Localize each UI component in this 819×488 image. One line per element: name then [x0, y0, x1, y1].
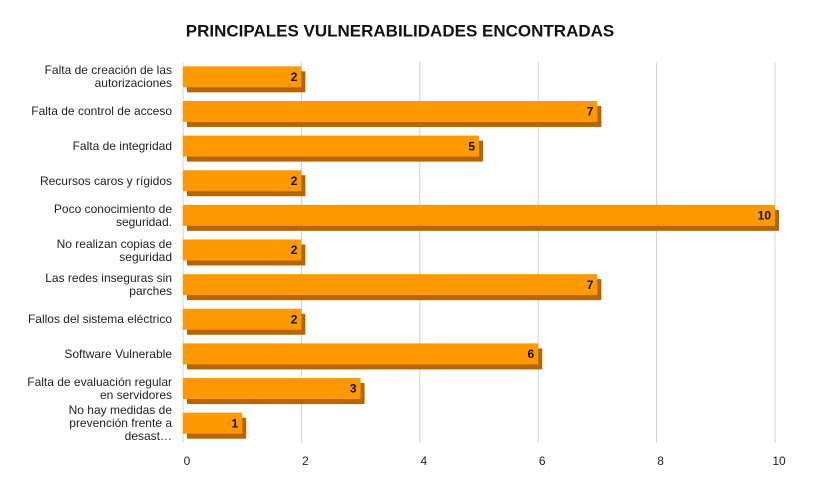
y-tick-label: No realizan copias de seguridad — [56, 236, 172, 264]
bar — [183, 66, 302, 88]
bar — [183, 100, 598, 122]
y-tick-label: Recursos caros y rígidos — [39, 173, 172, 188]
chart-title: PRINCIPALES VULNERABILIDADES ENCONTRADAS — [186, 21, 615, 40]
y-tick-label: Fallos del sistema eléctrico — [27, 312, 172, 327]
data-label: 2 — [291, 174, 298, 188]
x-tick-label: 6 — [539, 454, 546, 468]
y-tick-label: Falta de integridad — [72, 139, 172, 154]
x-tick-label: 4 — [420, 454, 427, 468]
y-tick-label: Falta de evaluación regular en servidore… — [27, 375, 172, 403]
data-label: 6 — [528, 347, 535, 361]
data-label: 2 — [291, 243, 298, 257]
data-label: 5 — [468, 139, 475, 153]
bar — [183, 343, 539, 365]
x-tick-label: 2 — [302, 454, 309, 468]
data-label: 10 — [758, 209, 772, 223]
data-label: 3 — [350, 382, 357, 396]
y-tick-label: Poco conocimiento de seguridad. — [53, 201, 172, 229]
bar — [183, 135, 479, 157]
bar — [183, 308, 302, 330]
data-label: 2 — [291, 70, 298, 84]
bar — [183, 170, 302, 192]
x-tick-label: 8 — [657, 454, 664, 468]
y-tick-label: Falta de creación de las autorizaciones — [44, 63, 172, 91]
data-label: 7 — [587, 105, 594, 119]
bar — [183, 204, 775, 226]
bar — [183, 274, 598, 296]
x-tick-label: 0 — [184, 454, 191, 468]
y-tick-label: Las redes inseguras sin parches — [45, 271, 172, 299]
bar — [183, 239, 302, 261]
data-label: 7 — [587, 278, 594, 292]
data-label: 2 — [291, 312, 298, 326]
y-tick-label: Software Vulnerable — [64, 346, 172, 361]
x-tick-label: 10 — [772, 454, 786, 468]
y-tick-label: No hay medidas de prevención frente a de… — [68, 403, 172, 444]
data-label: 1 — [232, 416, 239, 430]
bar — [183, 378, 361, 400]
y-tick-label: Falta de control de acceso — [31, 104, 172, 119]
bar — [183, 412, 243, 434]
